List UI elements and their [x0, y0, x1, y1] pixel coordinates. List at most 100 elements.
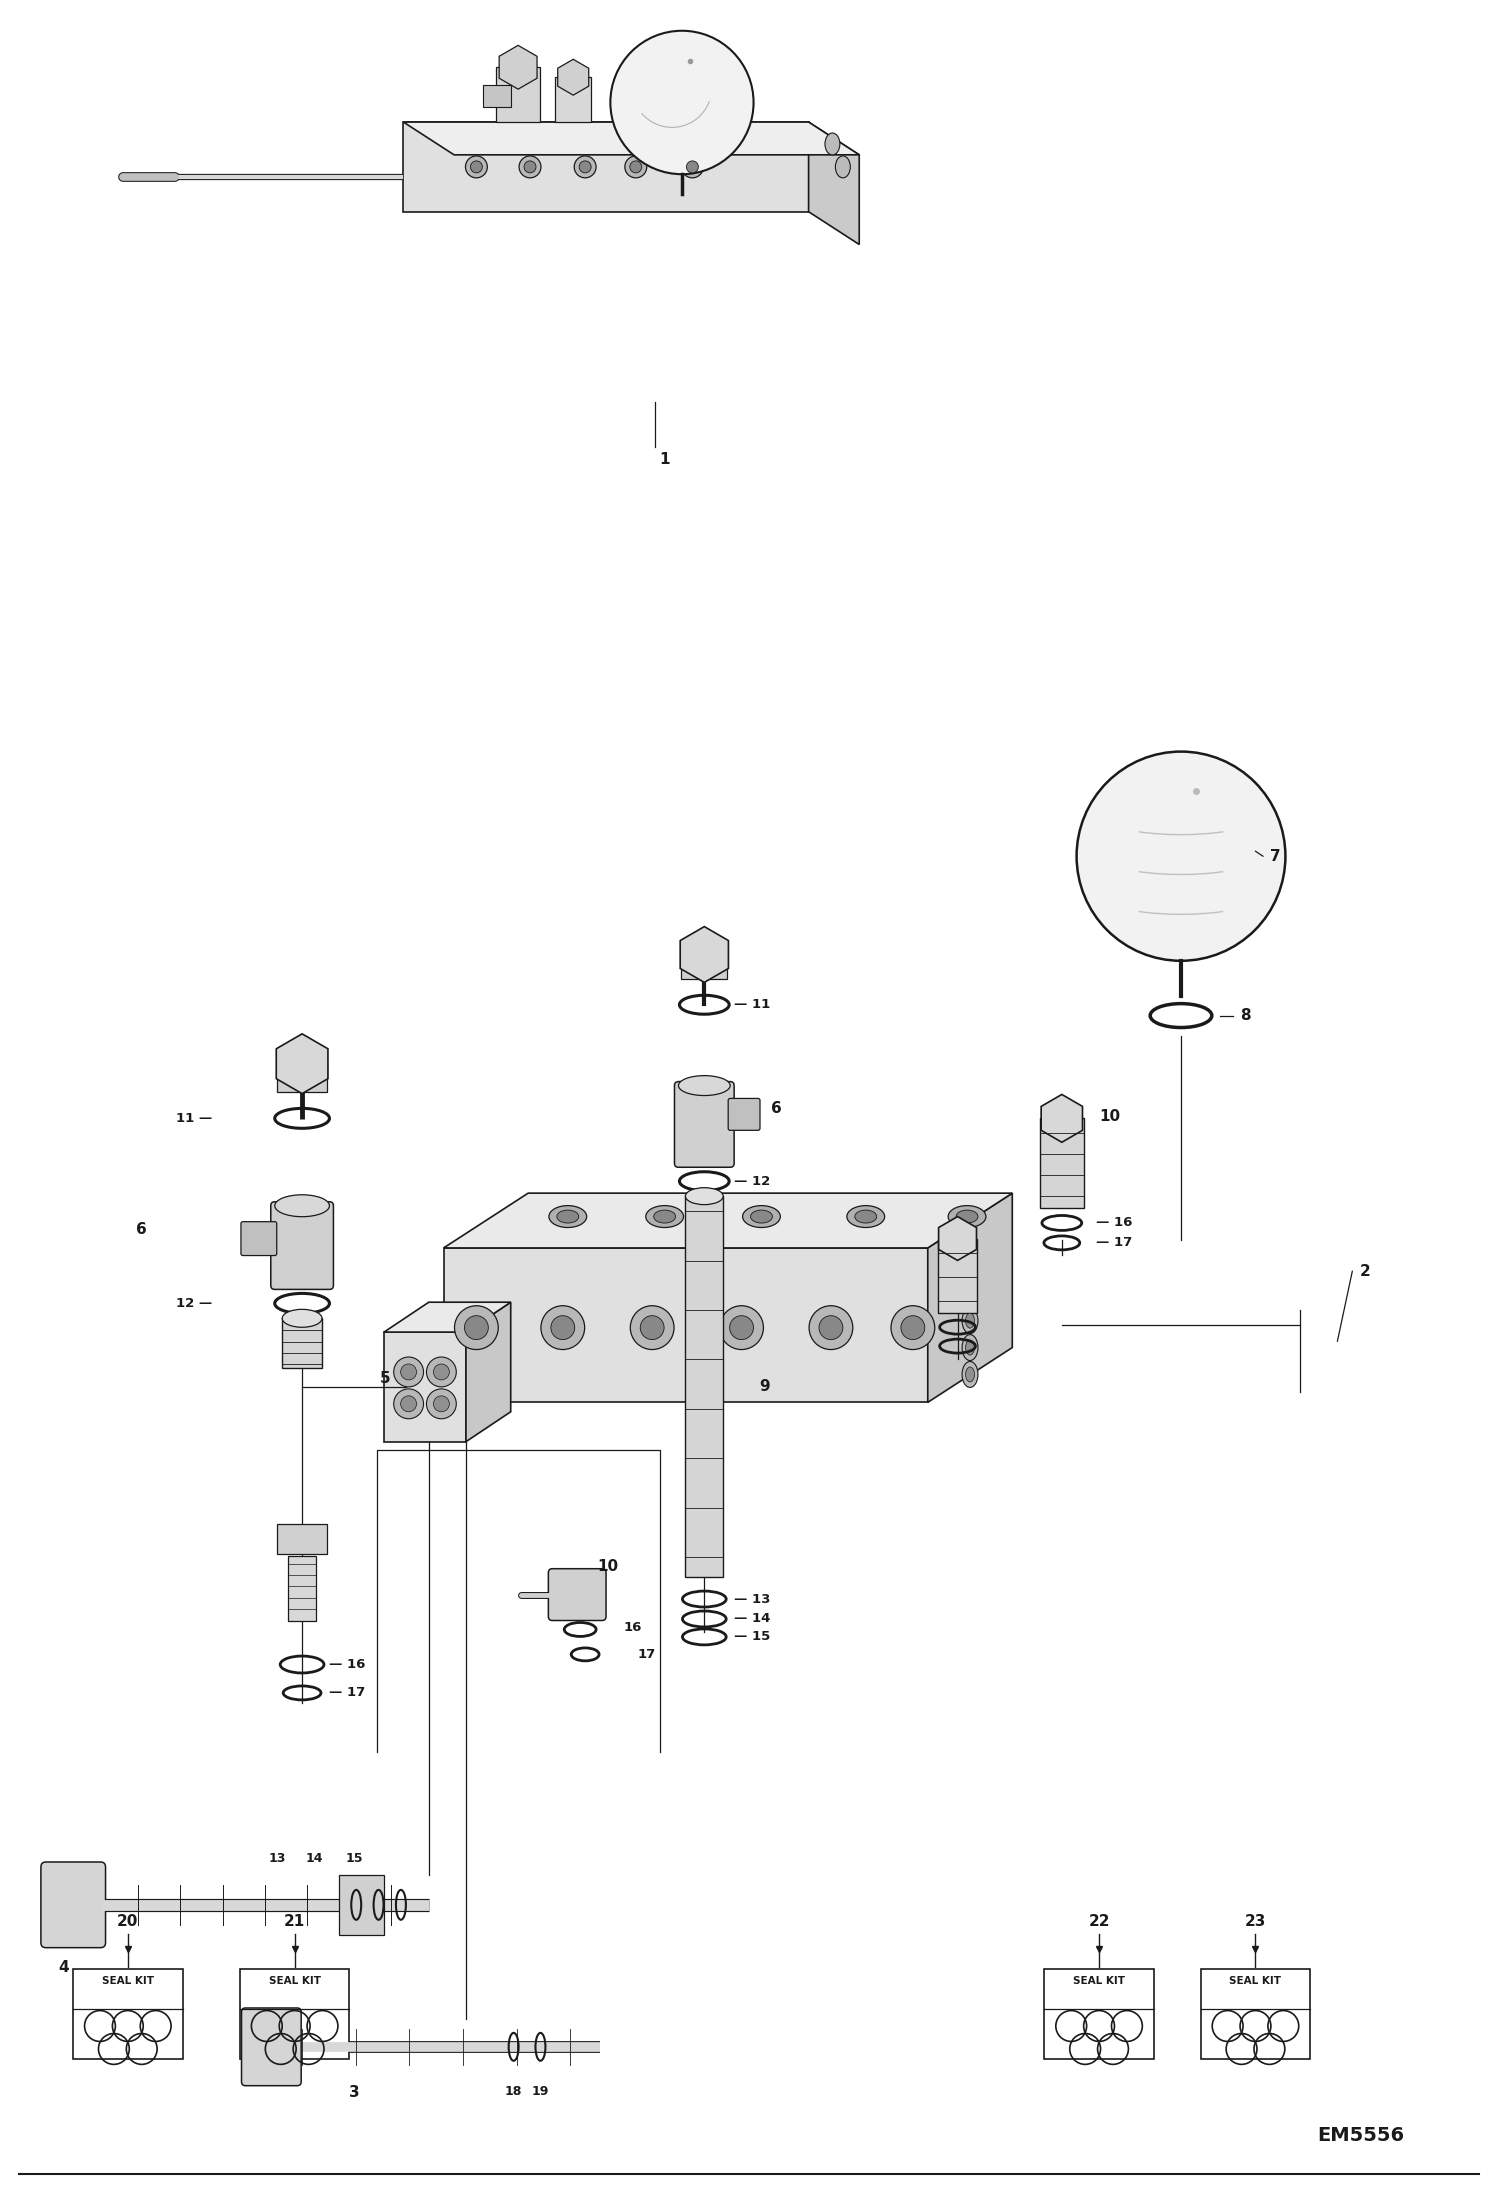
Circle shape — [400, 1397, 416, 1412]
Circle shape — [900, 1316, 924, 1340]
Circle shape — [719, 1305, 764, 1349]
Ellipse shape — [962, 1362, 978, 1388]
Circle shape — [433, 1364, 449, 1379]
Text: 14: 14 — [306, 1851, 322, 1864]
Ellipse shape — [466, 156, 487, 178]
Text: SEAL KIT: SEAL KIT — [268, 1976, 321, 1987]
Bar — [282, 1318, 322, 1368]
Text: 5: 5 — [379, 1371, 389, 1386]
Text: 6: 6 — [771, 1101, 782, 1116]
Text: — 17: — 17 — [1097, 1237, 1132, 1250]
Ellipse shape — [470, 160, 482, 173]
Circle shape — [551, 1316, 575, 1340]
FancyBboxPatch shape — [548, 1568, 607, 1621]
Bar — [340, 1875, 383, 1934]
Circle shape — [809, 1305, 852, 1349]
Ellipse shape — [962, 1336, 978, 1360]
Circle shape — [819, 1316, 843, 1340]
Text: 19: 19 — [532, 2086, 550, 2099]
Bar — [277, 1064, 327, 1092]
Circle shape — [394, 1388, 424, 1419]
Text: — 12: — 12 — [734, 1175, 770, 1189]
Ellipse shape — [580, 160, 592, 173]
Text: — 13: — 13 — [734, 1592, 770, 1605]
Polygon shape — [680, 928, 728, 982]
Text: — 17: — 17 — [330, 1686, 366, 1700]
Ellipse shape — [956, 1211, 978, 1224]
Polygon shape — [383, 1303, 511, 1331]
Text: 9: 9 — [759, 1379, 770, 1395]
Text: 16: 16 — [623, 1621, 643, 1634]
Ellipse shape — [574, 156, 596, 178]
Ellipse shape — [557, 1211, 578, 1224]
Bar — [1044, 1969, 1153, 2059]
Bar — [682, 954, 727, 980]
Circle shape — [891, 1305, 935, 1349]
Text: 12 —: 12 — — [177, 1296, 213, 1309]
Ellipse shape — [855, 1211, 876, 1224]
FancyBboxPatch shape — [271, 1202, 334, 1289]
Ellipse shape — [962, 1307, 978, 1333]
Polygon shape — [927, 1193, 1013, 1401]
Text: 8: 8 — [1240, 1009, 1251, 1024]
Ellipse shape — [646, 1206, 683, 1228]
Ellipse shape — [629, 160, 641, 173]
Circle shape — [610, 31, 753, 173]
Text: 7: 7 — [1270, 849, 1281, 864]
Text: 22: 22 — [1089, 1914, 1110, 1930]
Ellipse shape — [274, 1195, 330, 1217]
Bar — [1201, 1969, 1311, 2059]
Ellipse shape — [625, 156, 647, 178]
Ellipse shape — [679, 1075, 730, 1096]
FancyBboxPatch shape — [40, 1862, 105, 1947]
Ellipse shape — [524, 160, 536, 173]
Polygon shape — [499, 46, 538, 90]
Text: 1: 1 — [659, 452, 670, 467]
Ellipse shape — [966, 1314, 975, 1329]
Ellipse shape — [836, 156, 851, 178]
Ellipse shape — [743, 1206, 780, 1228]
Bar — [277, 1524, 327, 1555]
Text: 6: 6 — [136, 1222, 147, 1237]
Ellipse shape — [282, 1309, 322, 1327]
FancyBboxPatch shape — [241, 1222, 277, 1257]
Ellipse shape — [846, 1206, 885, 1228]
Circle shape — [1077, 752, 1285, 961]
Circle shape — [454, 1305, 499, 1349]
Text: 21: 21 — [285, 1914, 306, 1930]
Polygon shape — [443, 1193, 1013, 1248]
Bar — [240, 1969, 349, 2059]
FancyBboxPatch shape — [674, 1081, 734, 1167]
Polygon shape — [443, 1248, 927, 1401]
Ellipse shape — [750, 1211, 773, 1224]
Circle shape — [427, 1357, 457, 1386]
Ellipse shape — [825, 134, 840, 156]
Bar — [686, 1195, 724, 1577]
Text: 10: 10 — [1100, 1110, 1121, 1123]
Ellipse shape — [653, 1211, 676, 1224]
Polygon shape — [809, 123, 860, 243]
Ellipse shape — [686, 160, 698, 173]
Text: — 16: — 16 — [1097, 1217, 1132, 1230]
Text: 4: 4 — [58, 1961, 69, 1974]
Text: 3: 3 — [349, 2086, 360, 2099]
Text: 15: 15 — [346, 1851, 363, 1864]
Circle shape — [631, 1305, 674, 1349]
Circle shape — [427, 1388, 457, 1419]
Text: SEAL KIT: SEAL KIT — [102, 1976, 154, 1987]
Text: 17: 17 — [637, 1647, 656, 1660]
Circle shape — [394, 1357, 424, 1386]
Text: 2: 2 — [1360, 1263, 1371, 1279]
Ellipse shape — [548, 1206, 587, 1228]
Text: 18: 18 — [505, 2086, 523, 2099]
Circle shape — [730, 1316, 753, 1340]
Text: — 15: — 15 — [734, 1629, 770, 1643]
Ellipse shape — [966, 1366, 975, 1382]
Polygon shape — [403, 123, 809, 213]
Polygon shape — [403, 123, 860, 156]
Text: EM5556: EM5556 — [1317, 2127, 1405, 2145]
Bar — [496, 68, 539, 123]
Bar — [556, 77, 592, 123]
Polygon shape — [557, 59, 589, 94]
Circle shape — [400, 1364, 416, 1379]
